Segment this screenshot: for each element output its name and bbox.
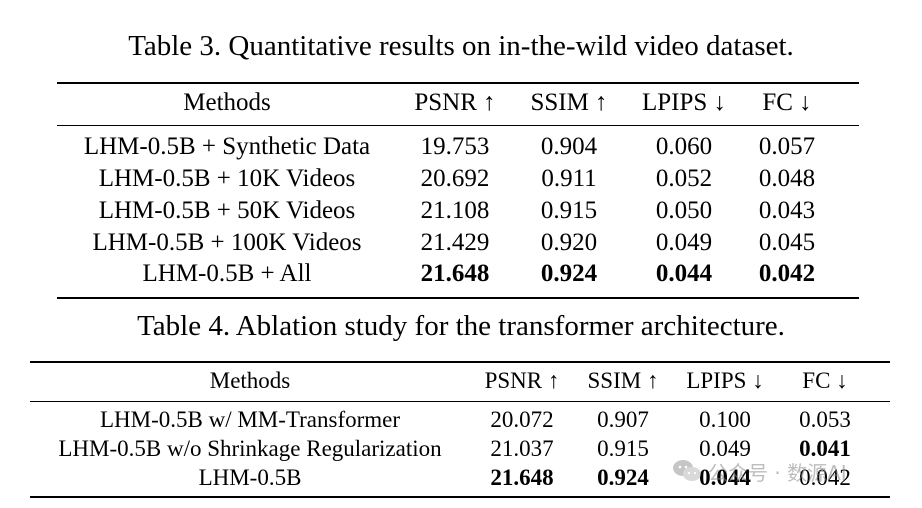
column-header: LPIPS ↓ bbox=[641, 89, 727, 116]
method-cell: LHM-0.5B + Synthetic Data bbox=[83, 133, 371, 160]
metric-cell: 20.692 bbox=[420, 165, 490, 192]
method-cell: LHM-0.5B + 10K Videos bbox=[98, 165, 356, 192]
watermark-text: 公众号 · 数源AI bbox=[708, 460, 847, 485]
table4-bottom-rule bbox=[30, 496, 890, 498]
metric-cell: 0.057 bbox=[758, 133, 816, 160]
column-header: SSIM ↑ bbox=[530, 89, 608, 116]
metric-cell: 21.648 bbox=[490, 465, 554, 490]
metric-cell: 0.044 bbox=[699, 465, 751, 490]
metric-cell: 0.050 bbox=[655, 197, 713, 224]
table3-header-rule bbox=[57, 125, 859, 126]
table-header-row: Methods PSNR ↑ SSIM ↑ LPIPS ↓ FC ↓ bbox=[57, 88, 859, 118]
metric-cell: 0.915 bbox=[597, 436, 649, 461]
method-cell: LHM-0.5B + 100K Videos bbox=[92, 229, 362, 256]
table-row: LHM-0.5B + 50K Videos 21.108 0.915 0.050 0.0… bbox=[57, 196, 859, 226]
metric-cell: 0.924 bbox=[597, 465, 649, 490]
column-header: FC ↓ bbox=[762, 89, 812, 116]
method-cell: LHM-0.5B + All bbox=[142, 260, 312, 287]
metric-cell: 0.041 bbox=[799, 436, 851, 461]
column-header: PSNR ↑ bbox=[414, 89, 496, 116]
table-row: LHM-0.5B + All 21.648 0.924 0.044 0.042 bbox=[57, 259, 859, 289]
metric-cell: 21.108 bbox=[420, 197, 490, 224]
table-row: LHM-0.5B 21.648 0.924 0.044 0.042 bbox=[30, 463, 890, 493]
metric-cell: 19.753 bbox=[420, 133, 490, 160]
column-header: PSNR ↑ bbox=[484, 368, 560, 393]
metric-cell: 0.052 bbox=[655, 165, 713, 192]
table4: Methods PSNR ↑ SSIM ↑ LPIPS ↓ FC ↓ LHM-0.5B w… bbox=[30, 0, 890, 508]
column-header: FC ↓ bbox=[802, 368, 848, 393]
metric-cell: 0.907 bbox=[597, 407, 649, 432]
metric-cell: 0.100 bbox=[699, 407, 751, 432]
wechat-icon bbox=[672, 458, 702, 484]
table4-header-rule bbox=[30, 401, 890, 402]
metric-cell: 0.042 bbox=[799, 465, 851, 490]
metric-cell: 0.053 bbox=[799, 407, 851, 432]
method-cell: LHM-0.5B w/o Shrinkage Regularization bbox=[58, 436, 442, 461]
table3-caption: Table 3. Quantitative results on in-the-… bbox=[128, 30, 794, 62]
watermark: 公众号 · 数源AI bbox=[672, 454, 847, 488]
metric-cell: 21.037 bbox=[490, 436, 554, 461]
table-row: LHM-0.5B w/ MM-Transformer 20.072 0.907 0.1… bbox=[30, 405, 890, 435]
table-header-row: Methods PSNR ↑ SSIM ↑ LPIPS ↓ FC ↓ bbox=[30, 366, 890, 396]
metric-cell: 21.429 bbox=[420, 229, 490, 256]
method-cell: LHM-0.5B bbox=[198, 465, 302, 490]
metric-cell: 0.043 bbox=[758, 197, 816, 224]
method-cell: LHM-0.5B w/ MM-Transformer bbox=[99, 407, 401, 432]
table3-top-rule bbox=[57, 82, 859, 84]
table-row: LHM-0.5B + 100K Videos 21.429 0.920 0.049 0.… bbox=[57, 228, 859, 258]
metric-cell: 0.045 bbox=[758, 229, 816, 256]
table-row: LHM-0.5B + Synthetic Data 19.753 0.904 0.06… bbox=[57, 132, 859, 162]
metric-cell: 0.049 bbox=[655, 229, 713, 256]
table3: Methods PSNR ↑ SSIM ↑ LPIPS ↓ FC ↓ LHM-0.5B +… bbox=[57, 0, 859, 508]
metric-cell: 0.042 bbox=[758, 260, 816, 287]
table-row: LHM-0.5B + 10K Videos 20.692 0.911 0.052 0.0… bbox=[57, 164, 859, 194]
metric-cell: 0.048 bbox=[758, 165, 816, 192]
metric-cell: 0.920 bbox=[540, 229, 598, 256]
metric-cell: 0.924 bbox=[540, 260, 598, 287]
column-header: SSIM ↑ bbox=[587, 368, 659, 393]
metric-cell: 20.072 bbox=[490, 407, 554, 432]
table4-caption: Table 4. Ablation study for the transfor… bbox=[137, 310, 785, 342]
metric-cell: 0.049 bbox=[699, 436, 751, 461]
metric-cell: 21.648 bbox=[420, 260, 490, 287]
method-cell: LHM-0.5B + 50K Videos bbox=[98, 197, 356, 224]
column-header: Methods bbox=[209, 368, 291, 393]
column-header: Methods bbox=[183, 89, 271, 116]
table4-top-rule bbox=[30, 361, 890, 363]
metric-cell: 0.044 bbox=[655, 260, 713, 287]
metric-cell: 0.915 bbox=[540, 197, 598, 224]
metric-cell: 0.904 bbox=[540, 133, 598, 160]
metric-cell: 0.060 bbox=[655, 133, 713, 160]
column-header: LPIPS ↓ bbox=[686, 368, 764, 393]
table-row: LHM-0.5B w/o Shrinkage Regularization 21.… bbox=[30, 434, 890, 464]
metric-cell: 0.911 bbox=[541, 165, 597, 192]
table3-bottom-rule bbox=[57, 297, 859, 299]
